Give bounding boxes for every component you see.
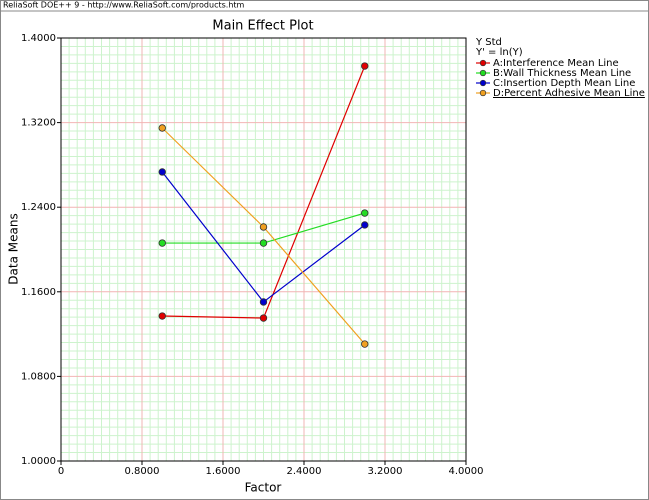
- data-point: [259, 314, 268, 322]
- x-tick-label: 4.0000: [449, 466, 484, 477]
- y-tick-label: 1.1600: [21, 287, 56, 298]
- data-point: [361, 62, 369, 70]
- data-point: [361, 209, 369, 217]
- y-tick-label: 1.0800: [21, 371, 56, 382]
- data-point: [158, 168, 166, 176]
- data-point: [259, 223, 268, 231]
- chart-title: Main Effect Plot: [212, 19, 313, 34]
- data-point: [158, 124, 166, 132]
- y-tick-label: 1.4000: [21, 33, 56, 44]
- legend-marker: [479, 89, 487, 97]
- legend-marker: [479, 69, 487, 77]
- legend-label: D:Percent Adhesive Mean Line: [493, 88, 645, 99]
- data-point: [361, 340, 369, 348]
- x-tick-label: 0: [58, 466, 64, 477]
- legend-label: A:Interference Mean Line: [493, 58, 619, 69]
- y-tick-label: 1.2400: [21, 202, 56, 213]
- legend-title: Y Std: [475, 37, 502, 48]
- legend-subtitle: Y' = ln(Y): [475, 47, 523, 58]
- legend-label: C:Insertion Depth Mean Line: [493, 78, 635, 89]
- x-tick-label: 3.2000: [368, 466, 403, 477]
- data-point: [158, 239, 166, 247]
- data-point: [259, 239, 268, 247]
- y-tick-label: 1.3200: [21, 118, 56, 129]
- legend-label: B:Wall Thickness Mean Line: [493, 68, 631, 79]
- plot-frame: [60, 37, 467, 462]
- x-tick-label: 2.4000: [287, 466, 322, 477]
- legend-marker: [479, 79, 487, 87]
- data-point: [361, 221, 369, 229]
- legend-marker: [479, 59, 487, 67]
- x-tick-label: 1.6000: [206, 466, 241, 477]
- y-axis-label: Data Means: [7, 213, 21, 284]
- x-tick-label: 0.8000: [125, 466, 160, 477]
- window-title: ReliaSoft DOE++ 9 - http://www.ReliaSoft…: [3, 1, 245, 10]
- data-point: [259, 298, 268, 306]
- data-point: [158, 312, 166, 320]
- y-tick-label: 1.0000: [21, 456, 56, 467]
- x-axis-label: Factor: [245, 481, 282, 495]
